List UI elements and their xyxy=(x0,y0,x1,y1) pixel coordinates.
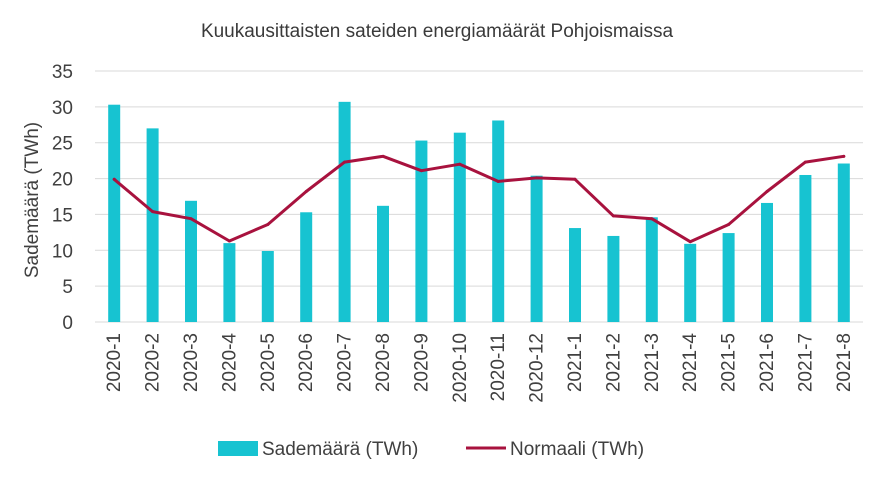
y-tick-label: 35 xyxy=(52,62,73,83)
normaali-point-2020-4 xyxy=(227,239,231,243)
y-axis-label: Sademäärä (TWh) xyxy=(22,122,43,278)
x-tick-label: 2020-12 xyxy=(527,333,548,403)
bar-series xyxy=(108,101,850,323)
x-tick-label: 2020-3 xyxy=(181,333,202,392)
bar-2020-6 xyxy=(300,212,313,322)
y-tick-label: 20 xyxy=(52,170,73,191)
bar-2021-3 xyxy=(645,217,658,322)
bar-2020-11 xyxy=(492,120,505,323)
x-tick-label: 2021-5 xyxy=(719,333,740,392)
bar-2020-12 xyxy=(530,175,543,322)
bar-2020-7 xyxy=(338,101,351,322)
normaali-point-2021-8 xyxy=(842,154,846,158)
x-tick-label: 2020-4 xyxy=(219,333,240,393)
x-tick-label: 2020-10 xyxy=(450,333,471,403)
y-tick-label: 10 xyxy=(52,241,73,262)
x-tick-label: 2020-2 xyxy=(143,333,164,392)
normaali-point-2020-8 xyxy=(381,154,385,158)
y-axis-ticks: 0 5 10 15 20 25 30 35 xyxy=(52,62,73,334)
normaali-point-2021-4 xyxy=(688,240,692,244)
x-tick-label: 2021-7 xyxy=(795,333,816,392)
normaali-point-2020-10 xyxy=(458,162,462,166)
bar-2021-5 xyxy=(722,233,735,322)
x-tick-label: 2020-1 xyxy=(104,333,125,392)
x-tick-label: 2020-7 xyxy=(335,333,356,392)
normaali-point-2021-6 xyxy=(765,189,769,193)
normaali-point-2020-2 xyxy=(151,210,155,214)
bar-2021-1 xyxy=(569,228,581,322)
y-tick-label: 30 xyxy=(52,98,73,119)
x-tick-label: 2021-3 xyxy=(642,333,663,392)
bar-2020-2 xyxy=(146,128,159,322)
normaali-point-2021-2 xyxy=(611,214,615,218)
bar-2020-3 xyxy=(185,200,197,322)
bar-2020-9 xyxy=(415,140,428,322)
bar-2021-6 xyxy=(761,202,773,322)
normaali-point-2020-7 xyxy=(343,160,347,164)
legend: Sademäärä (TWh) Normaali (TWh) xyxy=(218,439,644,460)
y-tick-label: 25 xyxy=(52,134,73,155)
bar-2020-8 xyxy=(377,205,389,322)
normaali-point-2020-9 xyxy=(419,169,423,173)
y-tick-label: 0 xyxy=(62,313,73,334)
legend-label-sademaara: Sademäärä (TWh) xyxy=(262,439,418,460)
normaali-point-2020-12 xyxy=(535,176,539,180)
normaali-point-2021-7 xyxy=(803,160,807,164)
chart-title: Kuukausittaisten sateiden energiamäärät … xyxy=(201,21,674,42)
normaali-point-2020-3 xyxy=(189,217,193,221)
gridlines xyxy=(95,70,863,323)
bar-2020-10 xyxy=(453,132,466,322)
x-tick-label: 2020-11 xyxy=(488,333,509,401)
bar-2021-7 xyxy=(799,174,812,322)
bar-2020-1 xyxy=(108,104,121,322)
bar-2021-2 xyxy=(607,235,620,322)
x-tick-label: 2020-5 xyxy=(258,333,279,392)
y-tick-label: 15 xyxy=(52,205,73,226)
normaali-point-2020-11 xyxy=(496,179,500,183)
normaali-point-2020-5 xyxy=(266,222,270,226)
legend-swatch-sademaara xyxy=(218,441,258,456)
x-tick-label: 2021-4 xyxy=(680,333,701,393)
x-tick-label: 2021-6 xyxy=(757,333,778,392)
legend-label-normaali: Normaali (TWh) xyxy=(510,439,644,460)
x-tick-label: 2021-8 xyxy=(834,333,855,392)
normaali-point-2021-1 xyxy=(573,177,577,181)
bar-2020-5 xyxy=(261,251,274,322)
line-series xyxy=(112,154,846,244)
bar-2021-8 xyxy=(837,163,850,322)
normaali-point-2020-6 xyxy=(304,189,308,193)
normaali-line xyxy=(112,154,846,244)
x-tick-label: 2021-1 xyxy=(565,333,586,392)
bar-2020-4 xyxy=(223,243,236,322)
x-tick-label: 2020-6 xyxy=(296,333,317,392)
x-tick-label: 2020-9 xyxy=(411,333,432,392)
x-tick-label: 2021-2 xyxy=(603,333,624,392)
bar-2021-4 xyxy=(684,243,697,322)
normaali-point-2021-5 xyxy=(727,222,731,226)
x-axis-ticks: 2020-1 2020-2 2020-3 2020-4 2020-5 2020-6 2020… xyxy=(104,333,855,403)
y-tick-label: 5 xyxy=(62,277,73,298)
normaali-point-2020-1 xyxy=(112,177,116,181)
normaali-point-2021-3 xyxy=(650,217,654,221)
x-tick-label: 2020-8 xyxy=(373,333,394,392)
